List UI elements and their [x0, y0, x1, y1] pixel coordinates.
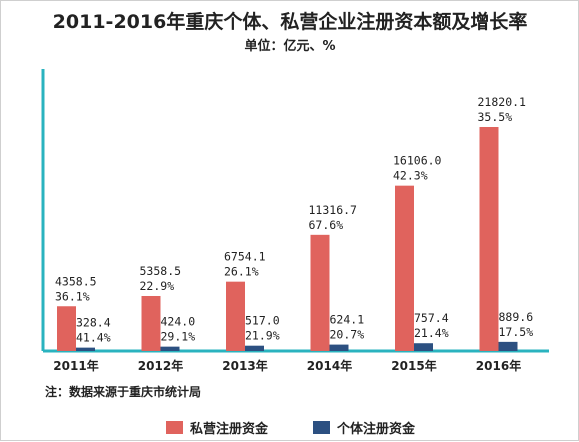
label-individual-growth-6: 17.5%: [499, 325, 534, 339]
label-private-value-4: 11316.7: [309, 203, 358, 217]
x-tick-label-5: 2015年: [391, 358, 436, 373]
legend: 私营注册资金 个体注册资金: [166, 421, 416, 437]
bar-private-1: [57, 306, 76, 351]
x-tick-label-4: 2014年: [307, 358, 352, 373]
label-individual-growth-4: 20.7%: [330, 328, 365, 342]
bar-private-2: [141, 295, 161, 351]
bar-private-3: [226, 281, 245, 351]
label-individual-value-2: 424.0: [161, 315, 196, 329]
label-private-growth-2: 22.9%: [140, 279, 175, 293]
label-individual-growth-1: 41.4%: [76, 331, 111, 345]
label-individual-growth-3: 21.9%: [245, 329, 280, 343]
bar-individual-1: [76, 347, 95, 351]
label-private-value-6: 21820.1: [478, 95, 527, 109]
x-tick-labels-group: 2011年 2012年 2013年 2014年 2015年 2016年: [53, 358, 521, 373]
legend-swatch-individual: [313, 421, 330, 434]
data-labels-group: 4358.536.1% 328.441.4% 5358.522.9% 424.029.…: [55, 95, 533, 345]
label-private-value-3: 6754.1: [224, 250, 266, 264]
bars-group: [57, 127, 518, 351]
label-individual-value-6: 889.6: [499, 310, 534, 324]
label-individual-value-4: 624.1: [330, 313, 365, 327]
x-tick-label-3: 2013年: [222, 358, 267, 373]
bar-private-4: [310, 234, 330, 351]
label-individual-growth-2: 29.1%: [161, 330, 196, 344]
label-private-growth-5: 42.3%: [393, 169, 428, 183]
label-private-growth-6: 35.5%: [478, 110, 513, 124]
bar-individual-4: [329, 344, 349, 351]
label-individual-value-3: 517.0: [245, 314, 280, 328]
label-private-growth-1: 36.1%: [55, 289, 90, 303]
bar-individual-6: [498, 341, 518, 351]
x-tick-label-1: 2011年: [53, 358, 98, 373]
bar-private-6: [479, 127, 499, 351]
bar-individual-3: [245, 345, 264, 351]
bar-private-5: [395, 185, 414, 351]
bar-individual-2: [160, 346, 180, 351]
x-tick-label-2: 2012年: [138, 358, 183, 373]
label-private-value-2: 5358.5: [140, 264, 182, 278]
x-tick-label-6: 2016年: [476, 358, 521, 373]
legend-label-private: 私营注册资金: [190, 421, 269, 437]
chart-subtitle: 单位：亿元、%: [244, 38, 335, 54]
legend-swatch-private: [166, 421, 183, 434]
label-individual-value-1: 328.4: [76, 316, 111, 330]
chart-title: 2011-2016年重庆个体、私营企业注册资本额及增长率: [53, 10, 528, 33]
label-private-growth-3: 26.1%: [224, 265, 259, 279]
bar-individual-5: [414, 343, 433, 351]
label-individual-value-5: 757.4: [414, 311, 449, 325]
label-private-growth-4: 67.6%: [309, 218, 344, 232]
source-note: 注：数据来源于重庆市统计局: [45, 384, 201, 399]
label-individual-growth-5: 21.4%: [414, 326, 449, 340]
legend-label-individual: 个体注册资金: [336, 421, 416, 437]
label-private-value-1: 4358.5: [55, 274, 97, 288]
label-private-value-5: 16106.0: [393, 154, 442, 168]
